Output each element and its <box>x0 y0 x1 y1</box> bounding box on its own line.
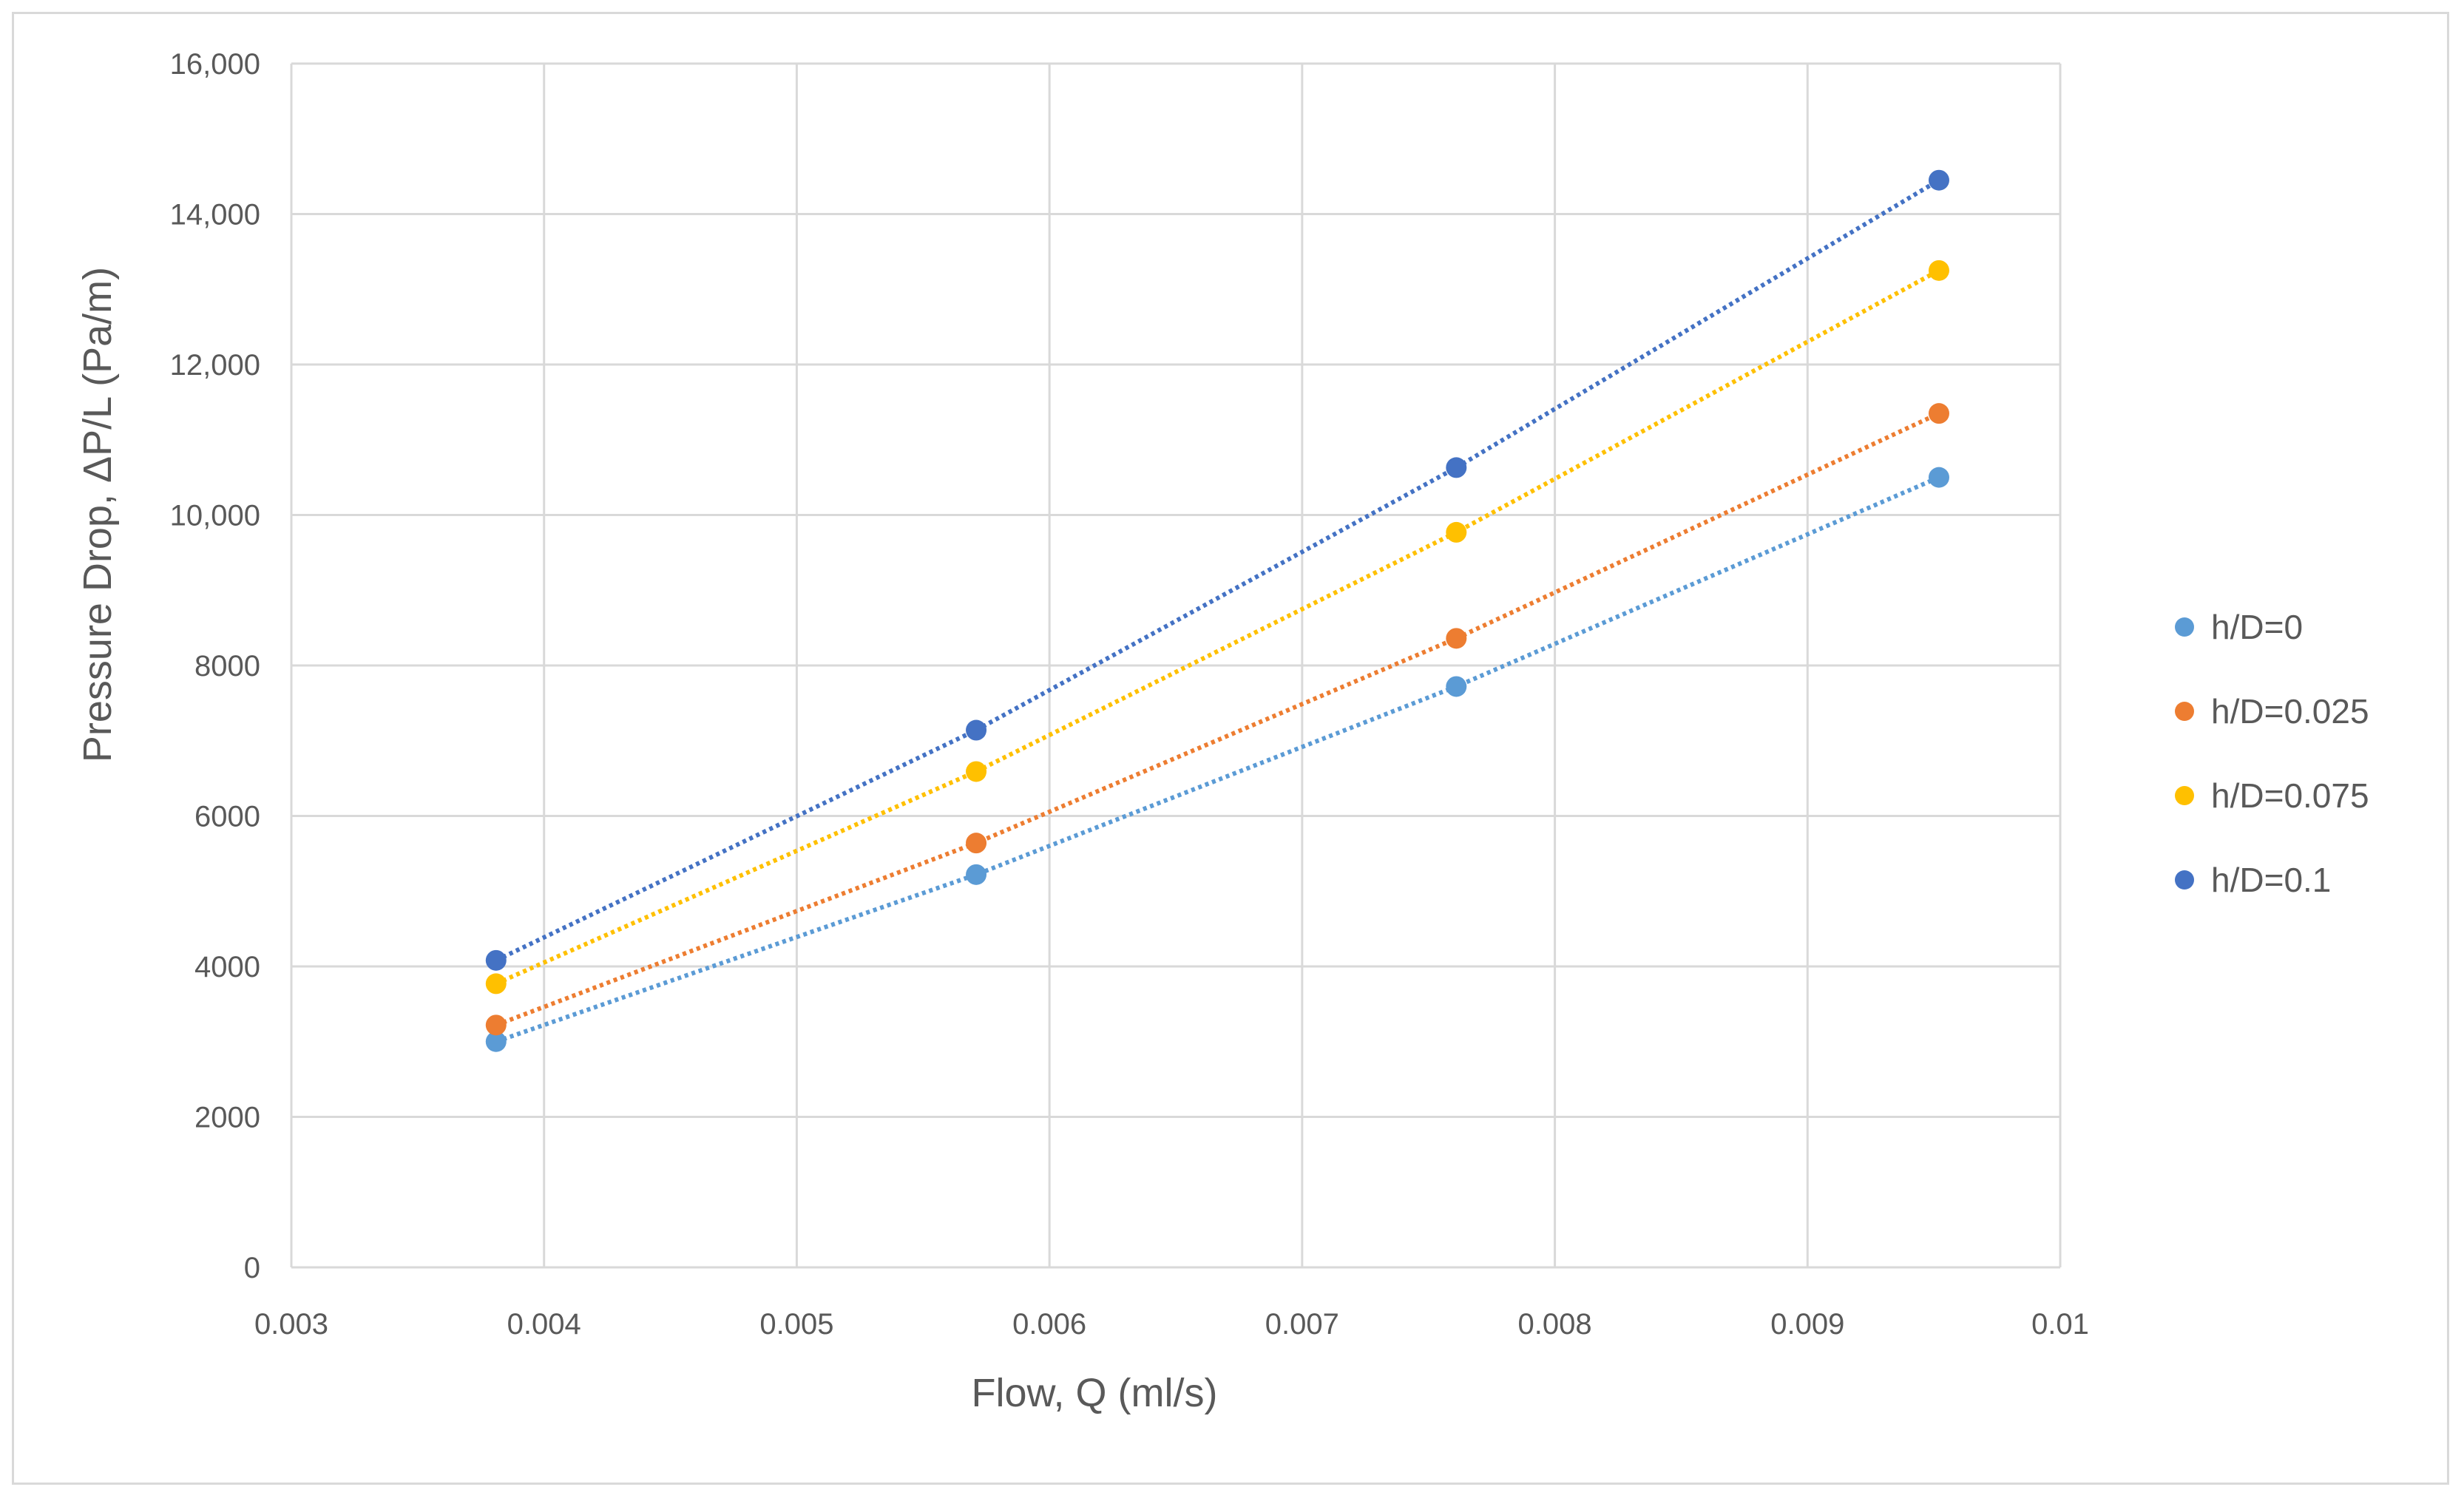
data-point <box>1446 457 1467 478</box>
y-tick-label: 6000 <box>194 801 260 833</box>
legend-marker <box>2175 786 2194 805</box>
y-axis-title: Pressure Drop, ΔP/L (Pa/m) <box>75 267 120 762</box>
y-tick-label: 8000 <box>194 650 260 682</box>
series-trendline <box>495 475 1940 1044</box>
grid-layer <box>290 62 2062 1269</box>
data-point <box>485 1014 507 1036</box>
x-tick-label: 0.005 <box>759 1308 833 1341</box>
y-tick-label: 10,000 <box>170 500 260 532</box>
x-tick-label: 0.007 <box>1265 1308 1339 1341</box>
data-point <box>485 973 507 995</box>
x-tick-label: 0.003 <box>254 1308 328 1341</box>
series-layer <box>485 169 1949 1052</box>
legend-label: h/D=0.025 <box>2211 692 2369 731</box>
data-point <box>485 949 507 971</box>
data-point <box>1928 403 1949 424</box>
x-axis-title: Flow, Q (ml/s) <box>972 1371 1218 1415</box>
x-tick-label: 0.006 <box>1012 1308 1086 1341</box>
data-point <box>1928 169 1949 191</box>
legend-marker <box>2175 617 2194 637</box>
y-tick-label: 0 <box>244 1252 260 1284</box>
x-tick-label: 0.01 <box>2031 1308 2089 1341</box>
series-trendline <box>495 411 1940 1028</box>
data-point <box>485 1031 507 1052</box>
data-point <box>1446 521 1467 543</box>
data-point <box>1928 260 1949 281</box>
series-trendline <box>495 178 1940 963</box>
data-point <box>966 833 987 854</box>
data-point <box>1928 467 1949 488</box>
x-tick-label: 0.004 <box>507 1308 581 1341</box>
data-point <box>966 719 987 741</box>
data-point <box>966 864 987 885</box>
y-tick-label: 14,000 <box>170 199 260 231</box>
legend-marker <box>2175 702 2194 721</box>
chart-frame <box>12 12 2449 1485</box>
x-tick-label: 0.008 <box>1518 1308 1592 1341</box>
legend-label: h/D=0.1 <box>2211 861 2331 899</box>
y-tick-label: 4000 <box>194 951 260 983</box>
data-point <box>966 761 987 782</box>
axis-layer: 0 2000 4000 6000 8000 10,000 12,000 14,000 16,00… <box>170 48 2089 1341</box>
data-point <box>1446 676 1467 697</box>
legend-layer: h/D=0 h/D=0.025 h/D=0.075 h/D=0.1 <box>2175 608 2369 899</box>
legend-label: h/D=0.075 <box>2211 776 2369 815</box>
series-trendline <box>495 268 1940 986</box>
legend-marker <box>2175 870 2194 890</box>
data-point <box>1446 628 1467 649</box>
y-tick-label: 16,000 <box>170 48 260 81</box>
y-tick-label: 2000 <box>194 1102 260 1134</box>
legend-label: h/D=0 <box>2211 608 2303 646</box>
y-tick-label: 12,000 <box>170 349 260 382</box>
x-tick-label: 0.009 <box>1770 1308 1844 1341</box>
